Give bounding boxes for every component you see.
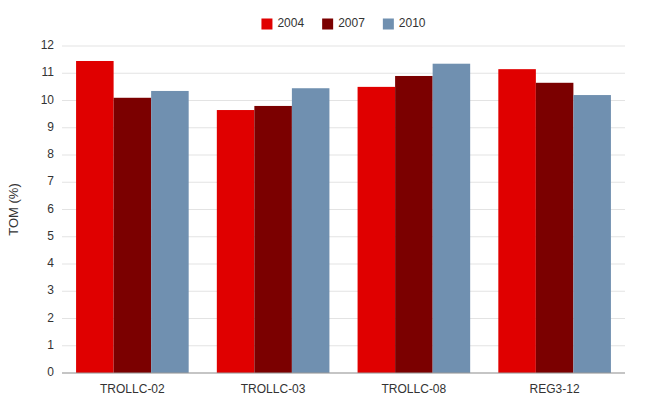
bar: 2004 – TROLLC-03: 9.65 [217,110,255,373]
bar: 2010 – REG3-12: 10.2 [573,95,611,373]
y-tick-label: 11 [42,65,55,79]
x-axis: TROLLC-02 TROLLC-03 TROLLC-08 REG3-12 [62,373,625,396]
chart-container: 0123456789101112TOM (%)2004 – TROLLC-02:… [0,0,645,417]
bar: 2004 – TROLLC-08: 10.5 [358,87,396,373]
chart-svg: 0123456789101112TOM (%)2004 – TROLLC-02:… [0,0,645,417]
y-tick-label: 6 [47,202,54,216]
y-tick-label: 8 [47,147,54,161]
bar: 2007 – TROLLC-02: 10.1 [114,98,152,373]
x-tick-label: TROLLC-03 [241,382,306,396]
y-axis: 0123456789101112 [41,38,55,379]
legend-swatch [261,19,272,30]
legend-label: 2004 [277,16,304,30]
y-tick-label: 3 [47,283,54,297]
legend: 2004 2007 2010 [261,16,425,30]
series: 2007 – TROLLC-02: 10.1 2007 – TROLLC-03: … [114,76,574,373]
grid [62,46,625,373]
y-axis-label: TOM (%) [6,183,21,235]
series: 2010 – TROLLC-02: 10.35 2010 – TROLLC-03:… [151,64,611,373]
x-tick-label: REG3-12 [530,382,580,396]
legend-swatch [383,19,394,30]
y-tick-label: 1 [47,338,54,352]
bar: 2010 – TROLLC-03: 10.45 [292,88,330,373]
bar: 2010 – TROLLC-02: 10.35 [151,91,189,373]
grid-line [62,373,625,374]
y-tick-label: 10 [41,93,55,107]
legend-label: 2010 [399,16,426,30]
legend-item: 2004 [261,16,304,30]
bar: 2004 – TROLLC-02: 11.45 [76,61,114,373]
legend-item: 2007 [322,16,365,30]
bar: 2004 – REG3-12: 11.15 [498,69,536,373]
bars: 2004 – TROLLC-02: 11.45 2004 – TROLLC-03:… [76,61,611,373]
y-tick-label: 0 [47,365,54,379]
y-tick-label: 7 [47,174,54,188]
bar: 2007 – TROLLC-03: 9.8 [254,106,292,373]
y-tick-label: 4 [47,256,54,270]
grid-line [62,73,625,74]
x-axis-line [62,373,625,374]
y-tick-label: 5 [47,229,54,243]
legend-label: 2007 [338,16,365,30]
y-tick-label: 12 [41,38,55,52]
x-tick-label: TROLLC-02 [100,382,165,396]
series: 2004 – TROLLC-02: 11.45 2004 – TROLLC-03:… [76,61,536,373]
x-tick-label: TROLLC-08 [382,382,447,396]
legend-item: 2010 [383,16,426,30]
bar: 2010 – TROLLC-08: 11.35 [433,64,471,373]
bar: 2007 – REG3-12: 10.65 [536,83,574,373]
y-tick-label: 9 [47,120,54,134]
legend-swatch [322,19,333,30]
bar: 2007 – TROLLC-08: 10.9 [395,76,433,373]
y-tick-label: 2 [47,311,54,325]
grid-line [62,46,625,47]
